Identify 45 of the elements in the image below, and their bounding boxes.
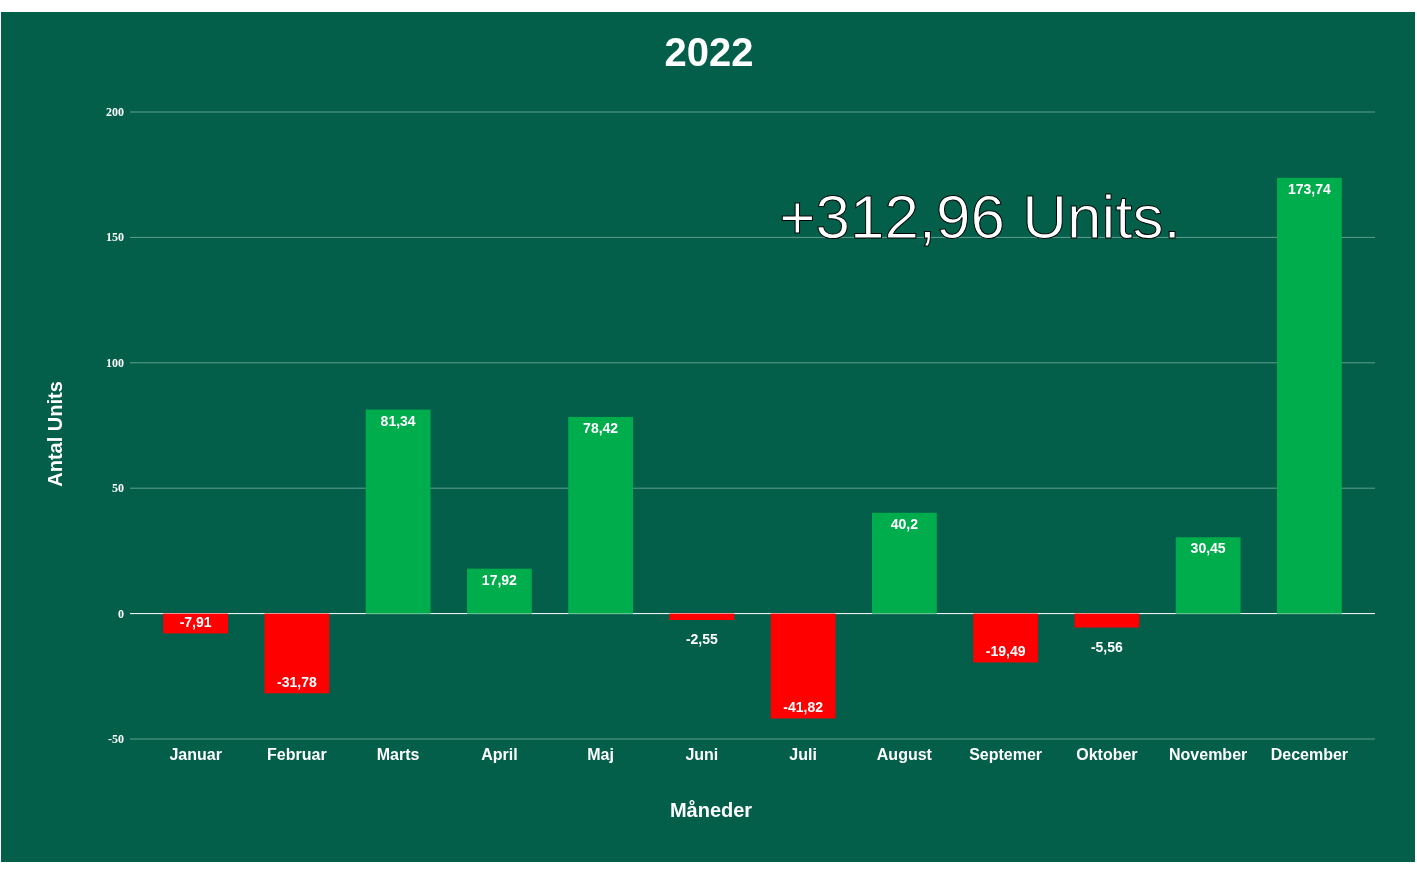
y-tick-label: 150 — [106, 230, 124, 245]
x-tick-label: November — [1169, 746, 1248, 763]
data-label: 17,92 — [481, 571, 518, 588]
bar — [770, 613, 836, 719]
x-tick-label: Maj — [587, 746, 614, 763]
x-axis-title: Måneder — [669, 799, 753, 821]
y-axis-title: Antal Units — [44, 381, 66, 487]
bar — [871, 512, 937, 614]
y-tick-label: -50 — [108, 732, 124, 746]
x-tick-label: April — [481, 746, 518, 763]
y-tick-label: 200 — [106, 105, 124, 119]
data-label: -2,55 — [685, 631, 719, 647]
x-tick-label: Oktober — [1076, 746, 1138, 763]
x-tick-label: Septemer — [969, 746, 1043, 763]
bar — [1276, 177, 1342, 614]
data-label: 81,34 — [380, 412, 416, 429]
x-tick-label: December — [1270, 746, 1349, 763]
bar — [365, 409, 431, 614]
x-tick-label: Juni — [685, 746, 719, 763]
data-label: -41,82 — [783, 699, 824, 716]
annotation: +312,96 Units. — [779, 182, 1181, 251]
y-tick-label: 0 — [118, 606, 124, 621]
data-label: 78,42 — [583, 419, 619, 436]
bar — [973, 613, 1039, 663]
bar — [669, 613, 735, 620]
bar — [264, 613, 330, 694]
data-label: -7,91 — [179, 614, 212, 631]
chart-title: 2022 — [664, 30, 754, 74]
y-tick-label: 50 — [112, 481, 124, 496]
data-label: 30,45 — [1190, 540, 1226, 557]
x-tick-label: Januar — [169, 746, 222, 763]
bar — [1175, 537, 1241, 614]
data-label: -31,78 — [277, 674, 317, 691]
bar — [466, 568, 532, 614]
x-tick-label: Februar — [267, 746, 327, 763]
data-label: 40,2 — [890, 515, 919, 532]
data-label: 173,74 — [1287, 180, 1331, 197]
data-label: -19,49 — [985, 643, 1026, 660]
x-tick-label: Marts — [376, 746, 420, 763]
bar — [568, 416, 634, 614]
x-tick-label: Juli — [789, 746, 817, 763]
y-tick-label: 100 — [106, 355, 124, 370]
bar — [1074, 613, 1140, 628]
data-label: -5,56 — [1090, 638, 1124, 655]
x-tick-label: August — [876, 746, 933, 763]
